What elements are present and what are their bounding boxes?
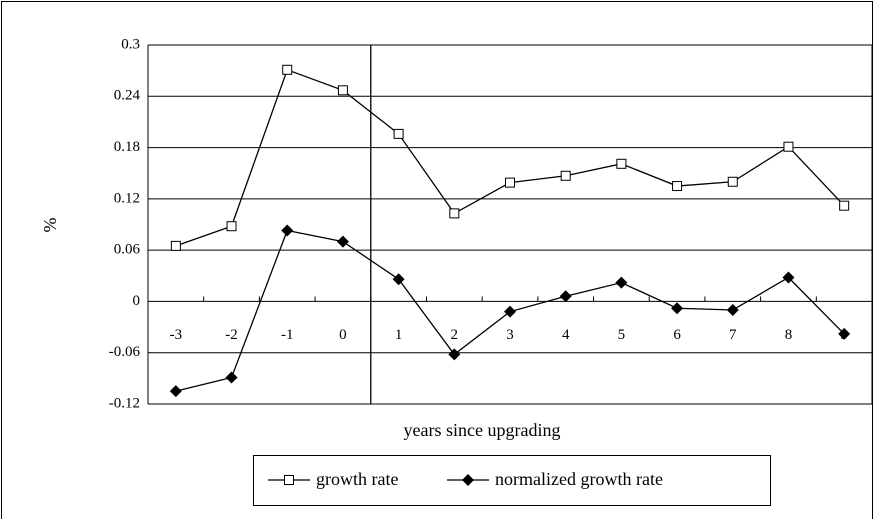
x-tick-label: 1 xyxy=(395,327,403,343)
y-tick-label: 0.24 xyxy=(114,88,141,104)
y-tick-label: 0.12 xyxy=(114,190,140,206)
y-tick-label: -0.12 xyxy=(109,395,140,411)
legend-marker xyxy=(462,474,474,486)
x-tick-label: -2 xyxy=(225,327,238,343)
x-tick-label: 3 xyxy=(506,327,514,343)
x-axis-label: years since upgrading xyxy=(404,420,561,440)
point xyxy=(169,385,182,398)
point xyxy=(504,305,516,318)
point xyxy=(616,158,627,169)
point xyxy=(560,170,571,181)
point xyxy=(392,273,405,286)
point xyxy=(783,141,794,152)
point xyxy=(448,348,461,361)
y-tick-label: 0.06 xyxy=(114,242,141,258)
y-axis-label: % xyxy=(40,218,60,233)
x-tick-label: 5 xyxy=(618,327,626,343)
x-tick-label: 2 xyxy=(451,327,459,343)
y-tick-label: 0.3 xyxy=(121,36,140,52)
y-tick-label: 0 xyxy=(133,293,141,309)
legend-marker xyxy=(284,475,294,485)
point xyxy=(671,302,684,315)
legend-label: normalized growth rate xyxy=(495,469,663,489)
point xyxy=(225,371,238,384)
point xyxy=(839,200,850,211)
y-tick-label: 0.18 xyxy=(114,139,140,155)
point xyxy=(505,177,515,188)
x-tick-label: 6 xyxy=(673,327,681,343)
point xyxy=(559,290,572,303)
point xyxy=(336,235,349,248)
point xyxy=(337,85,348,96)
legend-box xyxy=(253,455,771,506)
point xyxy=(170,240,181,251)
x-tick-label: 0 xyxy=(339,327,347,343)
legend-label: growth rate xyxy=(316,469,398,489)
x-tick-label: 8 xyxy=(785,327,793,343)
point xyxy=(615,276,628,289)
point xyxy=(449,208,460,219)
point xyxy=(726,303,739,316)
x-tick-label: 7 xyxy=(729,327,737,343)
point xyxy=(393,128,404,139)
point xyxy=(838,327,851,340)
point xyxy=(282,64,293,75)
point xyxy=(281,224,294,237)
x-tick-label: -1 xyxy=(281,327,294,343)
point xyxy=(672,181,683,192)
y-tick-label: -0.06 xyxy=(109,344,141,360)
x-tick-label: 4 xyxy=(562,327,570,343)
point xyxy=(226,221,237,232)
point xyxy=(727,176,738,187)
x-tick-label: -3 xyxy=(170,327,183,343)
point xyxy=(782,271,795,284)
